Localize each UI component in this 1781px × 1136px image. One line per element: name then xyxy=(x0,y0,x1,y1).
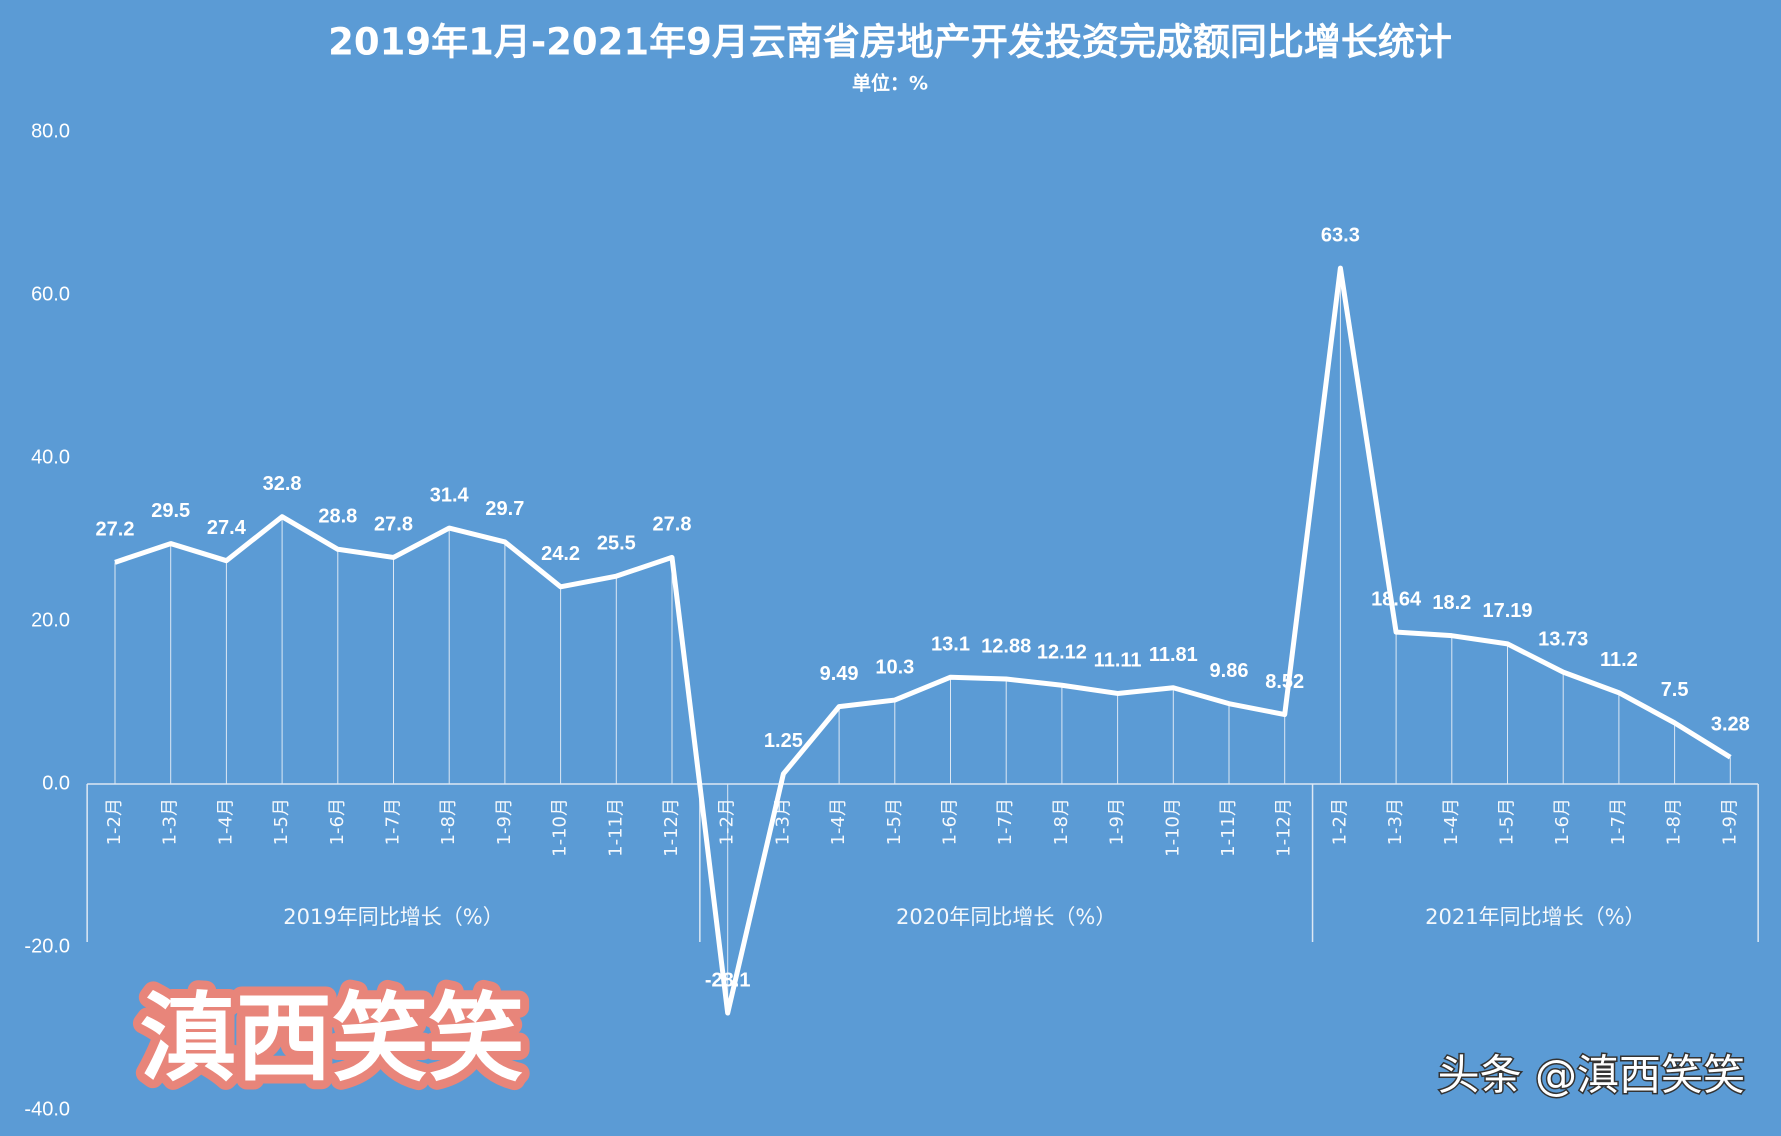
x-tick-label: 1-6月 xyxy=(327,798,348,845)
data-label: 63.3 xyxy=(1321,224,1360,246)
x-tick-label: 1-10月 xyxy=(550,798,571,857)
data-label: 11.11 xyxy=(1094,650,1142,672)
x-tick-label: 1-9月 xyxy=(494,798,515,845)
data-label: 11.2 xyxy=(1600,649,1638,671)
data-label: 27.8 xyxy=(374,514,413,536)
x-tick-label: 1-6月 xyxy=(940,798,961,845)
data-label: 25.5 xyxy=(597,532,636,554)
x-tick-label: 1-12月 xyxy=(661,798,682,857)
data-label: 31.4 xyxy=(430,484,470,506)
x-tick-label: 1-11月 xyxy=(1218,798,1239,857)
data-label: 3.28 xyxy=(1711,714,1750,736)
data-label: 8.52 xyxy=(1265,671,1304,693)
data-label: 18.64 xyxy=(1371,588,1422,610)
x-tick-label: 1-7月 xyxy=(995,798,1016,845)
line xyxy=(114,265,1732,1016)
data-label: 29.7 xyxy=(485,498,524,520)
data-label: 24.2 xyxy=(541,543,580,565)
x-tick-label: 1-5月 xyxy=(1497,798,1518,845)
x-tick-label: 1-3月 xyxy=(772,798,793,845)
group-label: 2021年同比增长（%） xyxy=(1425,905,1645,929)
data-label: 27.2 xyxy=(96,519,135,541)
data-label: 29.5 xyxy=(151,500,190,522)
chart-title: 2019年1月-2021年9月云南省房地产开发投资完成额同比增长统计 xyxy=(328,21,1452,64)
x-tick-label: 1-2月 xyxy=(104,798,125,845)
data-label: 10.3 xyxy=(875,656,914,678)
x-tick-label: 1-5月 xyxy=(884,798,905,845)
chart-subtitle: 单位：% xyxy=(852,72,928,95)
y-tick-label: -20.0 xyxy=(24,935,70,957)
x-tick-label: 1-10月 xyxy=(1162,798,1183,857)
x-tick-label: 1-8月 xyxy=(1051,798,1072,845)
data-label: 9.86 xyxy=(1210,660,1249,682)
x-tick-label: 1-4月 xyxy=(828,798,849,845)
data-label: 9.49 xyxy=(820,663,859,685)
x-tick-label: 1-7月 xyxy=(1608,798,1629,845)
data-label: 32.8 xyxy=(263,473,302,495)
source-credit: 头条 @滇西笑笑 xyxy=(1438,1051,1745,1100)
watermark: 滇西笑笑 xyxy=(140,982,524,1094)
x-tick-label: 1-3月 xyxy=(160,798,181,845)
data-label: 1.25 xyxy=(764,730,803,752)
data-label: 11.81 xyxy=(1149,644,1198,666)
y-tick-label: 40.0 xyxy=(31,446,70,468)
data-label: 17.19 xyxy=(1482,600,1532,622)
x-tick-label: 1-2月 xyxy=(717,798,738,845)
x-tick-label: 1-4月 xyxy=(215,798,236,845)
x-tick-label: 1-8月 xyxy=(438,798,459,845)
x-tick-label: 1-3月 xyxy=(1385,798,1406,845)
y-tick-label: 80.0 xyxy=(31,120,70,142)
data-label: 18.2 xyxy=(1432,592,1471,614)
group-label: 2019年同比增长（%） xyxy=(283,905,503,929)
data-label: 7.5 xyxy=(1661,679,1689,701)
y-tick-label: 0.0 xyxy=(42,772,70,794)
group-label: 2020年同比增长（%） xyxy=(896,905,1116,929)
y-tick-label: -40.0 xyxy=(24,1098,70,1120)
x-tick-label: 1-6月 xyxy=(1552,798,1573,845)
data-label: 12.12 xyxy=(1037,642,1087,664)
data-label: 12.88 xyxy=(981,635,1031,657)
data-label: 13.73 xyxy=(1538,628,1588,650)
data-label: -28.1 xyxy=(705,969,751,991)
x-tick-label: 1-12月 xyxy=(1274,798,1295,857)
x-tick-label: 1-5月 xyxy=(271,798,292,845)
x-tick-label: 1-11月 xyxy=(605,798,626,857)
data-label: 27.4 xyxy=(207,517,247,539)
data-label: 13.1 xyxy=(931,634,970,656)
x-tick-label: 1-4月 xyxy=(1441,798,1462,845)
x-tick-label: 1-7月 xyxy=(383,798,404,845)
data-label: 27.8 xyxy=(653,514,692,536)
x-tick-label: 1-9月 xyxy=(1107,798,1128,845)
x-tick-label: 1-2月 xyxy=(1329,798,1350,845)
y-tick-label: 20.0 xyxy=(31,609,70,631)
x-tick-label: 1-9月 xyxy=(1719,798,1740,845)
data-label: 28.8 xyxy=(318,506,357,528)
y-tick-label: 60.0 xyxy=(31,283,70,305)
x-tick-label: 1-8月 xyxy=(1664,798,1685,845)
